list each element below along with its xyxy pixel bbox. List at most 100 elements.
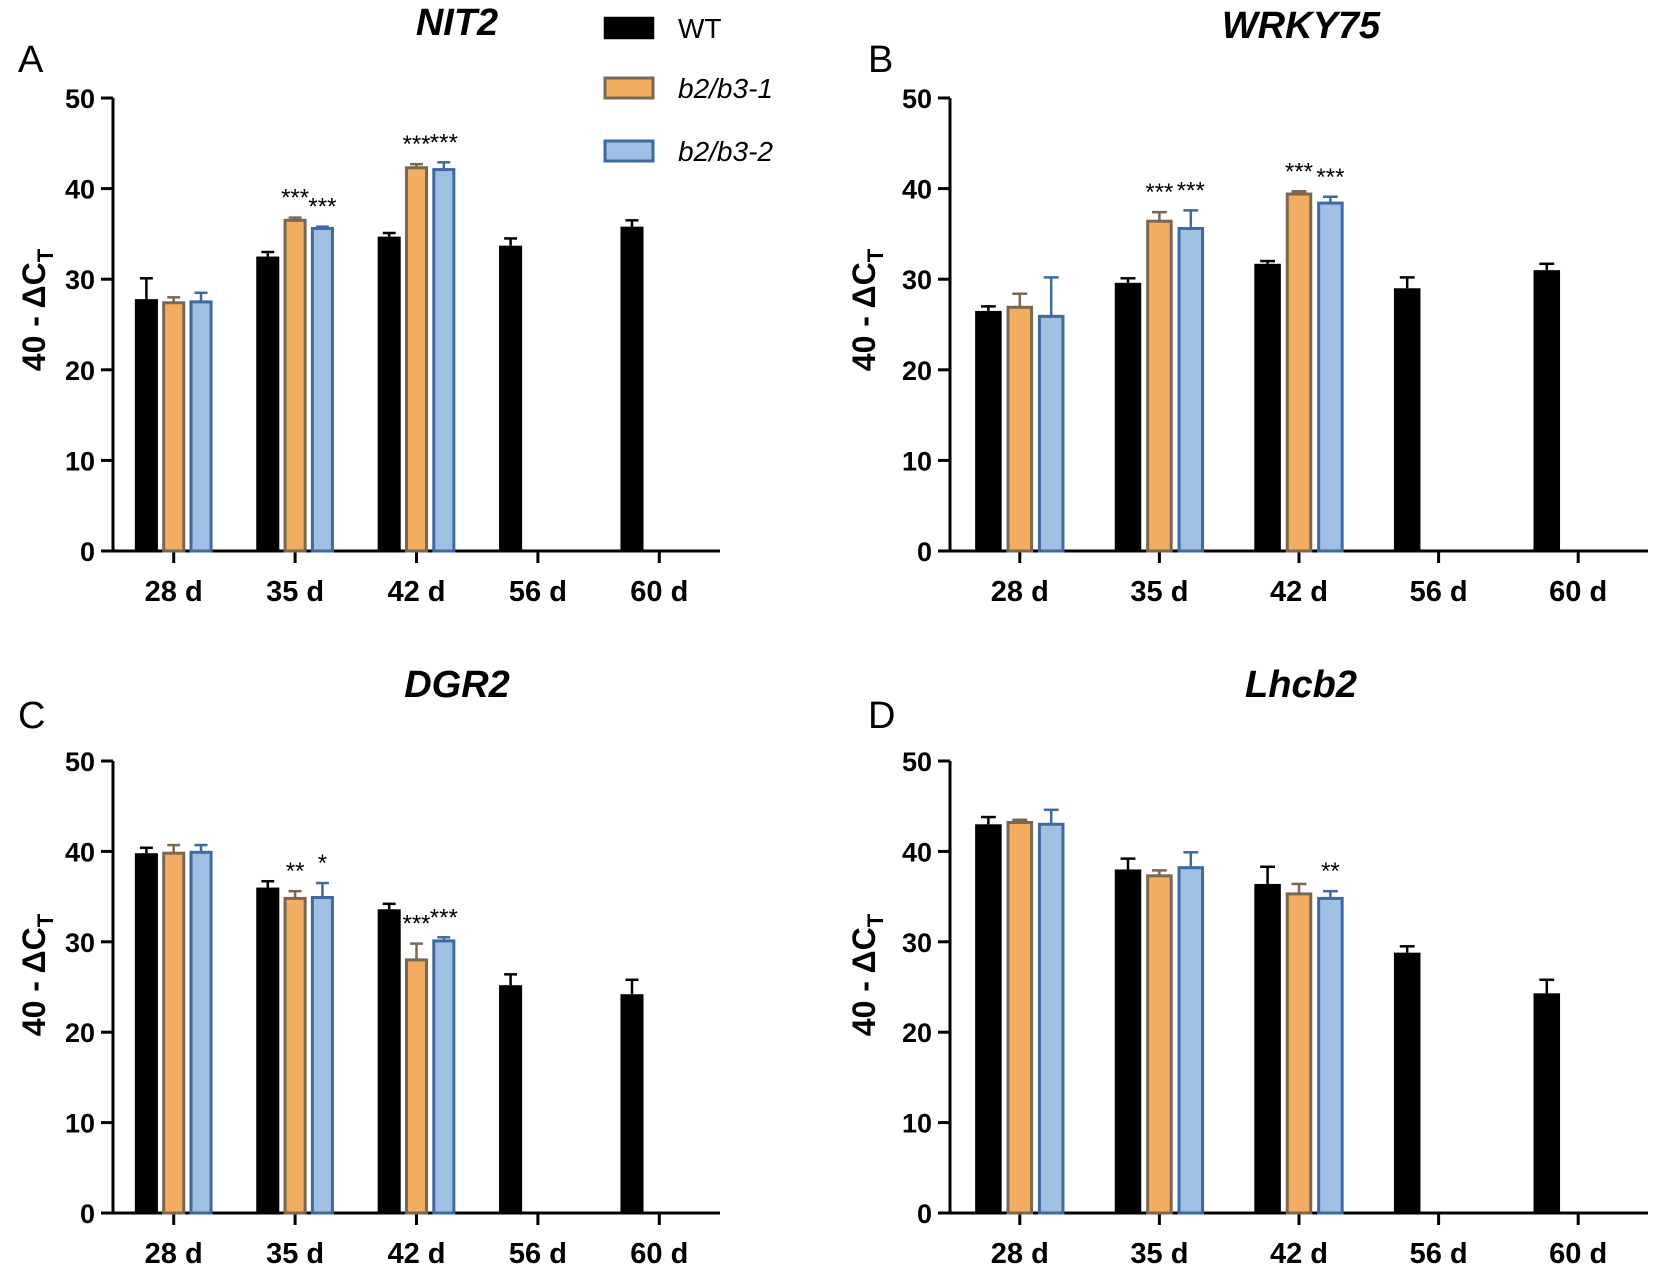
significance-marker-b: *** (1285, 158, 1313, 185)
x-tick-label-b: 28 d (991, 576, 1049, 608)
y-axis-label-d: 40 - ΔCT (846, 913, 888, 1036)
y-axis-label-a: 40 - ΔCT (16, 248, 58, 371)
bar-c-wt (499, 985, 523, 1213)
bar-a-b2b3-1 (404, 166, 429, 553)
panel-letter-d: D (868, 695, 895, 737)
significance-marker-c: *** (430, 904, 458, 931)
legend-label-b2b3-1: b2/b3-1 (678, 73, 773, 104)
y-tick-label-d: 50 (902, 747, 932, 777)
significance-marker-b: *** (1316, 164, 1344, 191)
bar-a-b2b3-2 (189, 300, 213, 553)
bar-c-b2b3-1 (283, 896, 307, 1215)
y-tick-label-b: 30 (902, 265, 932, 295)
bar-d-b2b3-2 (1037, 822, 1065, 1215)
x-tick-label-a: 60 d (630, 576, 688, 608)
legend-swatch-b2b3-2 (603, 139, 655, 163)
bar-b-wt (1114, 282, 1142, 551)
y-tick-label-b: 40 (902, 175, 932, 205)
bar-b-b2b3-2 (1177, 226, 1205, 553)
y-tick-label-b: 10 (902, 446, 932, 476)
x-tick-label-b: 56 d (1410, 576, 1468, 608)
x-tick-label-d: 60 d (1549, 1238, 1607, 1270)
y-tick-label-b: 20 (902, 356, 932, 386)
bar-c-b2b3-2 (310, 896, 334, 1215)
significance-marker-b: *** (1177, 177, 1205, 204)
x-tick-label-a: 56 d (509, 576, 567, 608)
legend: WT b2/b3-1 b2/b3-2 (603, 13, 773, 167)
significance-marker-c: ** (286, 858, 305, 885)
bar-a-wt (256, 256, 280, 551)
bar-c-wt (134, 853, 158, 1213)
y-tick-label-d: 20 (902, 1018, 932, 1048)
bar-d-b2b3-1 (1006, 820, 1034, 1215)
bar-b-wt (1533, 270, 1561, 551)
bar-b-wt (1254, 263, 1281, 551)
panel-title-a: NIT2 (416, 2, 498, 44)
bar-c-wt (256, 887, 280, 1213)
bar-a-b2b3-2 (310, 226, 334, 553)
significance-marker-c: * (318, 850, 327, 877)
bar-a-b2b3-1 (162, 301, 186, 553)
bar-a-b2b3-1 (283, 218, 307, 553)
bar-c-wt (377, 909, 401, 1213)
panel-letter-c: C (18, 695, 45, 737)
x-tick-label-d: 35 d (1130, 1238, 1188, 1270)
panel-title-c: DGR2 (404, 664, 510, 706)
panel-title-b: WRKY75 (1222, 5, 1381, 47)
bar-a-wt (134, 299, 158, 551)
bar-c-b2b3-2 (189, 850, 213, 1215)
legend-swatch-b2b3-1 (603, 76, 655, 100)
bar-d-wt (975, 824, 1002, 1213)
bar-d-b2b3-2 (1317, 896, 1344, 1215)
y-tick-label-c: 10 (65, 1109, 95, 1139)
y-axis-label-b: 40 - ΔCT (846, 248, 888, 371)
bar-d-wt (1533, 993, 1561, 1213)
y-tick-label-a: 0 (80, 537, 95, 567)
x-tick-label-c: 42 d (387, 1238, 445, 1270)
significance-marker-d: ** (1321, 858, 1340, 885)
x-tick-label-c: 56 d (509, 1238, 567, 1270)
y-tick-label-b: 50 (902, 84, 932, 114)
x-tick-label-c: 35 d (266, 1238, 324, 1270)
bar-c-b2b3-1 (162, 851, 186, 1215)
bar-c-wt (620, 994, 644, 1213)
panel-b: B WRKY75 40 - ΔCT 0 10 20 30 40 50 28 d 35 d 42 … (846, 5, 1648, 608)
significance-marker-b: *** (1145, 179, 1173, 206)
significance-marker-a: *** (430, 129, 458, 156)
x-tick-label-a: 28 d (145, 576, 203, 608)
y-tick-label-b: 0 (917, 537, 932, 567)
y-tick-label-c: 50 (65, 747, 95, 777)
bar-a-wt (377, 236, 401, 552)
y-tick-label-d: 10 (902, 1109, 932, 1139)
x-tick-label-d: 56 d (1410, 1238, 1468, 1270)
bar-a-wt (620, 226, 644, 552)
x-tick-label-d: 28 d (991, 1238, 1049, 1270)
panel-letter-a: A (18, 39, 44, 81)
x-tick-label-a: 42 d (387, 576, 445, 608)
bar-d-wt (1393, 952, 1421, 1213)
y-tick-label-c: 40 (65, 837, 95, 867)
panel-c: C DGR2 40 - ΔCT 0 10 20 30 40 50 28 d 35 d 42 d 5… (16, 664, 720, 1270)
significance-marker-a: *** (308, 194, 336, 221)
bar-b-b2b3-1 (1146, 219, 1173, 553)
y-tick-label-a: 10 (65, 446, 95, 476)
bar-b-b2b3-1 (1006, 305, 1034, 553)
y-tick-label-d: 30 (902, 928, 932, 958)
bar-b-b2b3-2 (1317, 201, 1344, 553)
panel-letter-b: B (868, 39, 893, 81)
legend-label-wt: WT (678, 13, 722, 44)
panel-a: A NIT2 40 - ΔCT 0 10 20 30 40 50 28 d 35 d 42 d 5… (16, 2, 720, 608)
bar-b-wt (975, 310, 1002, 551)
legend-swatch-wt (603, 16, 655, 40)
bar-b-b2b3-2 (1037, 314, 1065, 553)
y-tick-label-d: 40 (902, 837, 932, 867)
y-tick-label-c: 20 (65, 1018, 95, 1048)
significance-marker-a: *** (402, 131, 430, 158)
x-tick-label-b: 35 d (1130, 576, 1188, 608)
y-axis-label-c: 40 - ΔCT (16, 913, 58, 1036)
y-tick-label-d: 0 (917, 1199, 932, 1229)
y-tick-label-a: 50 (65, 84, 95, 114)
bar-d-b2b3-1 (1285, 892, 1313, 1215)
x-tick-label-c: 60 d (630, 1238, 688, 1270)
bar-d-wt (1114, 869, 1142, 1213)
